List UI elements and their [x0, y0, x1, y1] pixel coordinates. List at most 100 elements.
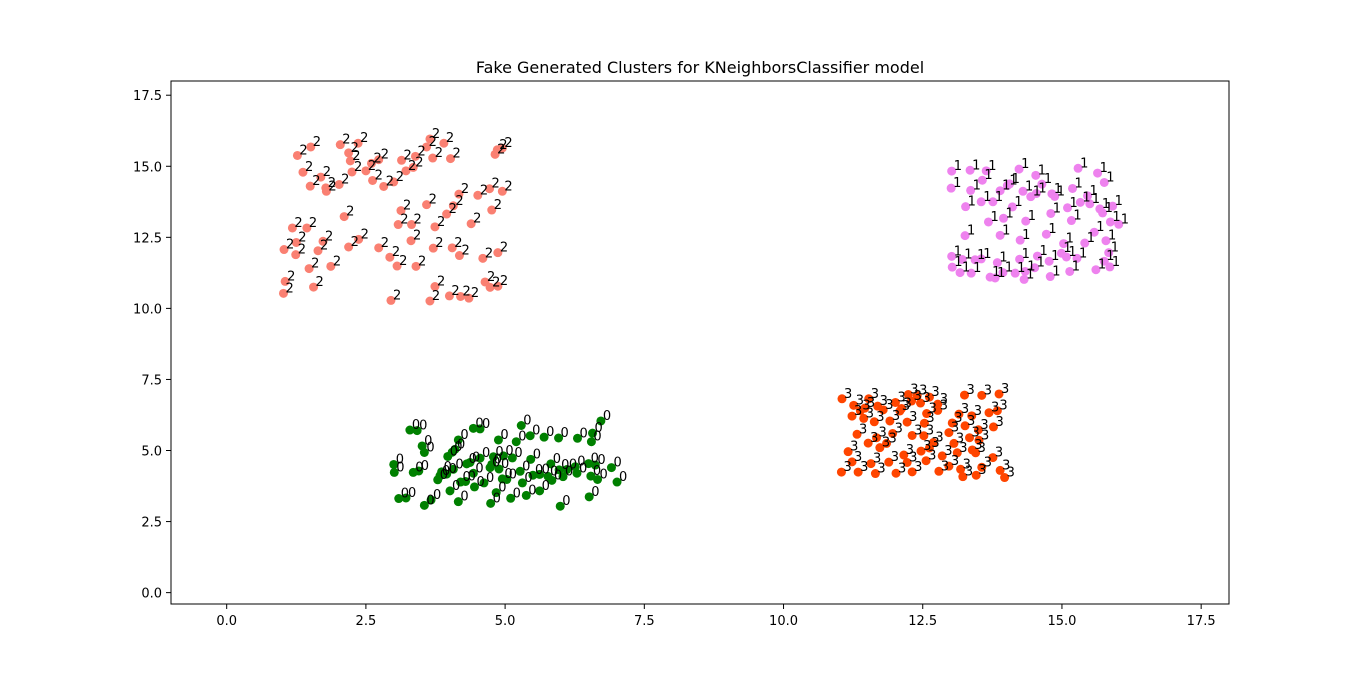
data-point-cluster-1 — [988, 197, 998, 207]
plot-frame — [170, 80, 1230, 605]
data-point-cluster-3 — [971, 470, 981, 480]
data-point-label: 2 — [400, 213, 408, 228]
data-point-label: 2 — [352, 149, 360, 164]
data-point-cluster-0 — [517, 478, 527, 488]
data-point-cluster-1 — [1059, 239, 1069, 249]
data-point-label: 2 — [333, 254, 341, 269]
data-point-label: 0 — [523, 413, 531, 428]
data-point-cluster-0 — [515, 466, 525, 476]
data-point-cluster-1 — [947, 262, 957, 272]
data-point-label: 2 — [354, 160, 362, 175]
data-point-label: 0 — [522, 459, 530, 474]
data-point-cluster-1 — [1031, 170, 1041, 180]
data-point-label: 2 — [361, 227, 369, 242]
data-point-label: 0 — [472, 450, 480, 465]
data-point-label: 3 — [882, 436, 890, 451]
data-point-label: 2 — [341, 172, 349, 187]
data-point-cluster-3 — [994, 389, 1004, 399]
data-point-label: 0 — [433, 488, 441, 503]
data-point-cluster-1 — [1066, 216, 1076, 226]
data-point-cluster-2 — [334, 179, 344, 189]
data-point-cluster-3 — [949, 438, 959, 448]
data-point-label: 0 — [457, 437, 465, 452]
data-point-cluster-3 — [973, 425, 983, 435]
x-tick-label: 17.5 — [1187, 614, 1216, 629]
data-point-label: 1 — [1005, 206, 1013, 221]
data-point-label: 3 — [873, 452, 881, 467]
data-point-label: 0 — [514, 446, 522, 461]
data-point-label: 2 — [437, 215, 445, 230]
data-point-label: 1 — [1105, 201, 1113, 216]
data-point-label: 2 — [287, 269, 295, 284]
data-point-label: 2 — [386, 174, 394, 189]
data-point-label: 1 — [1079, 246, 1087, 261]
x-tick-label: 5.0 — [495, 614, 516, 629]
data-point-cluster-2 — [304, 264, 314, 274]
data-point-label: 1 — [1005, 261, 1013, 276]
data-point-cluster-2 — [401, 166, 411, 176]
data-point-cluster-2 — [448, 201, 458, 211]
data-point-label: 0 — [426, 493, 434, 508]
data-point-cluster-0 — [450, 444, 460, 454]
data-point-cluster-3 — [869, 417, 879, 427]
data-point-label: 2 — [432, 289, 440, 304]
data-point-label: 2 — [298, 230, 306, 245]
data-point-label: 3 — [898, 461, 906, 476]
data-point-label: 2 — [418, 254, 426, 269]
data-point-cluster-3 — [958, 472, 968, 482]
data-point-label: 3 — [914, 460, 922, 475]
data-point-label: 1 — [1053, 201, 1061, 216]
data-point-label: 0 — [579, 426, 587, 441]
data-point-label: 1 — [1075, 176, 1083, 191]
data-point-label: 3 — [995, 446, 1003, 461]
data-point-cluster-3 — [944, 461, 954, 471]
data-point-label: 1 — [1098, 258, 1106, 273]
data-point-label: 0 — [562, 494, 570, 509]
data-point-label: 1 — [1028, 209, 1036, 224]
data-point-cluster-2 — [430, 282, 440, 292]
y-tick-label: 10.0 — [133, 302, 162, 317]
data-point-label: 3 — [892, 409, 900, 424]
data-point-label: 3 — [972, 426, 980, 441]
data-point-cluster-0 — [426, 495, 436, 505]
data-point-label: 2 — [373, 151, 381, 166]
data-point-cluster-0 — [584, 492, 594, 502]
data-point-label: 1 — [990, 210, 998, 225]
data-point-cluster-1 — [1105, 217, 1115, 227]
data-point-label: 0 — [524, 471, 532, 486]
data-point-label: 1 — [988, 159, 996, 174]
data-point-cluster-1 — [1041, 229, 1051, 239]
data-point-cluster-2 — [393, 220, 403, 230]
data-point-cluster-2 — [497, 143, 507, 153]
data-point-cluster-0 — [586, 471, 596, 481]
data-point-cluster-2 — [318, 236, 328, 246]
data-point-label: 1 — [1112, 210, 1120, 225]
data-point-label: 3 — [866, 406, 874, 421]
data-point-label: 1 — [977, 248, 985, 263]
data-point-cluster-0 — [491, 488, 501, 498]
data-point-cluster-1 — [957, 255, 967, 265]
data-point-label: 1 — [968, 195, 976, 210]
data-point-cluster-2 — [313, 246, 323, 256]
data-point-cluster-3 — [872, 433, 882, 443]
data-point-cluster-1 — [995, 230, 1005, 240]
data-point-label: 0 — [482, 417, 490, 432]
data-point-label: 2 — [396, 170, 404, 185]
data-point-cluster-2 — [385, 252, 395, 262]
data-point-cluster-0 — [475, 424, 485, 434]
data-point-cluster-0 — [554, 433, 564, 443]
data-point-label: 0 — [424, 434, 432, 449]
data-point-cluster-0 — [494, 464, 504, 474]
data-point-cluster-3 — [916, 398, 926, 408]
data-point-cluster-0 — [516, 420, 526, 430]
data-point-label: 2 — [494, 198, 502, 213]
data-point-cluster-3 — [847, 411, 857, 421]
data-point-label: 2 — [500, 241, 508, 256]
data-point-label: 3 — [956, 431, 964, 446]
data-point-cluster-0 — [572, 468, 582, 478]
data-point-label: 3 — [974, 404, 982, 419]
data-point-cluster-2 — [425, 296, 435, 306]
data-point-label: 0 — [577, 455, 585, 470]
data-point-cluster-1 — [981, 166, 991, 176]
data-point-cluster-1 — [976, 197, 986, 207]
